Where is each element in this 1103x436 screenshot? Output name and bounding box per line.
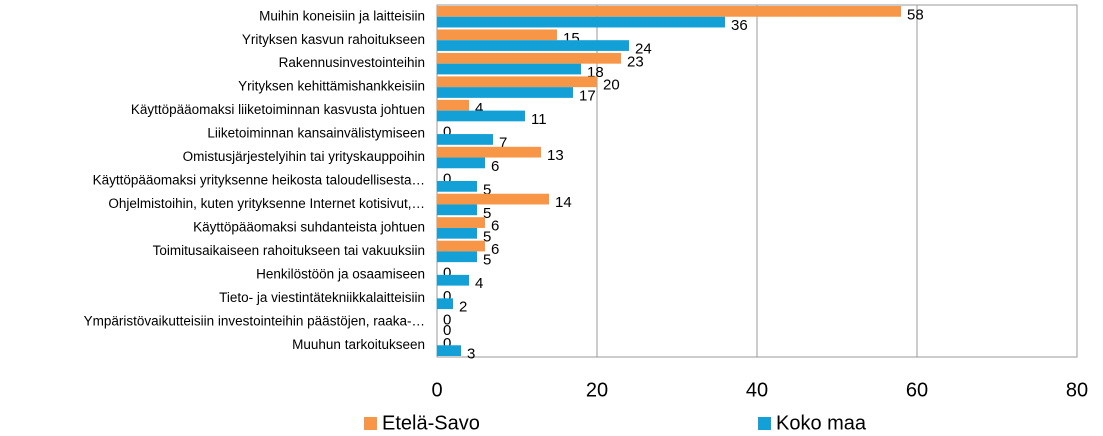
data-label: 6 — [491, 241, 499, 258]
legend-label: Koko maa — [776, 412, 867, 434]
bar — [437, 157, 485, 169]
legend-label: Etelä-Savo — [382, 412, 480, 434]
data-label: 11 — [531, 111, 547, 128]
data-label: 36 — [731, 17, 748, 34]
bar — [437, 274, 469, 286]
data-label: 0 — [443, 335, 451, 352]
bar — [437, 251, 477, 263]
bar — [437, 193, 549, 205]
data-label: 3 — [467, 346, 475, 363]
bar — [437, 134, 493, 145]
category-label: Ympäristövaikutteisiin investointeihin p… — [84, 313, 425, 328]
data-label: 23 — [627, 53, 644, 70]
bar — [437, 204, 477, 216]
x-tick-label: 20 — [586, 379, 608, 401]
bar — [437, 87, 573, 98]
data-label: 0 — [443, 288, 451, 305]
data-label: 5 — [483, 228, 491, 245]
data-label: 17 — [579, 87, 596, 104]
legend-swatch — [364, 417, 377, 430]
data-label: 13 — [547, 147, 564, 164]
data-label: 5 — [483, 252, 491, 269]
bar — [437, 227, 477, 239]
data-label: 0 — [443, 322, 451, 339]
category-label: Henkilöstöön ja osaamiseen — [256, 266, 425, 281]
bar — [437, 298, 453, 310]
bar — [437, 63, 581, 75]
x-tick-label: 0 — [431, 379, 442, 401]
data-label: 24 — [635, 41, 652, 58]
data-label: 0 — [443, 311, 451, 328]
bar — [437, 181, 477, 192]
category-label: Tieto- ja viestintätekniikkalaitteisiin — [219, 290, 425, 305]
bar — [437, 76, 597, 88]
data-label: 58 — [907, 6, 924, 23]
category-label: Omistusjärjestelyihin tai yrityskauppoih… — [183, 149, 425, 164]
data-label: 0 — [443, 171, 451, 188]
bar — [437, 29, 557, 41]
data-label: 14 — [555, 194, 572, 211]
x-tick-label: 80 — [1066, 379, 1088, 401]
data-label: 5 — [483, 181, 491, 198]
data-label: 7 — [499, 134, 507, 151]
category-label: Liiketoiminnan kansainvälistymiseen — [207, 126, 425, 141]
category-label: Muuhun tarkoitukseen — [292, 337, 425, 352]
category-label: Ohjelmistoihin, kuten yrityksenne Intern… — [108, 196, 425, 211]
legend-swatch — [758, 417, 771, 430]
bar — [437, 240, 485, 252]
data-label: 2 — [459, 299, 467, 316]
category-label: Käyttöpääomaksi yrityksenne heikosta tal… — [93, 173, 425, 188]
bar — [437, 345, 461, 356]
bar — [437, 110, 525, 122]
data-label: 0 — [443, 124, 451, 141]
category-label: Käyttöpääomaksi liiketoiminnan kasvusta … — [131, 102, 425, 117]
data-label: 20 — [603, 77, 620, 94]
data-label: 6 — [491, 158, 499, 175]
category-label: Yrityksen kehittämishankkeisiin — [238, 79, 425, 94]
bar — [437, 6, 901, 17]
data-label: 4 — [475, 100, 483, 117]
data-label: 5 — [483, 205, 491, 222]
category-label: Yrityksen kasvun rahoitukseen — [242, 32, 425, 47]
data-label: 6 — [491, 218, 499, 235]
bar — [437, 146, 541, 158]
bar — [437, 217, 485, 228]
x-tick-label: 40 — [746, 379, 768, 401]
category-label: Rakennusinvestointeihin — [279, 55, 425, 70]
bar — [437, 52, 621, 64]
category-label: Käyttöpääomaksi suhdanteista johtuen — [193, 219, 425, 234]
data-label: 4 — [475, 275, 483, 292]
bar — [437, 40, 629, 51]
category-label: Toimitusaikaiseen rahoitukseen tai vakuu… — [153, 243, 425, 258]
bar — [437, 99, 469, 111]
bar — [437, 16, 725, 28]
category-label: Muihin koneisiin ja laitteisiin — [259, 8, 425, 23]
data-label: 0 — [443, 264, 451, 281]
x-tick-label: 60 — [906, 379, 928, 401]
